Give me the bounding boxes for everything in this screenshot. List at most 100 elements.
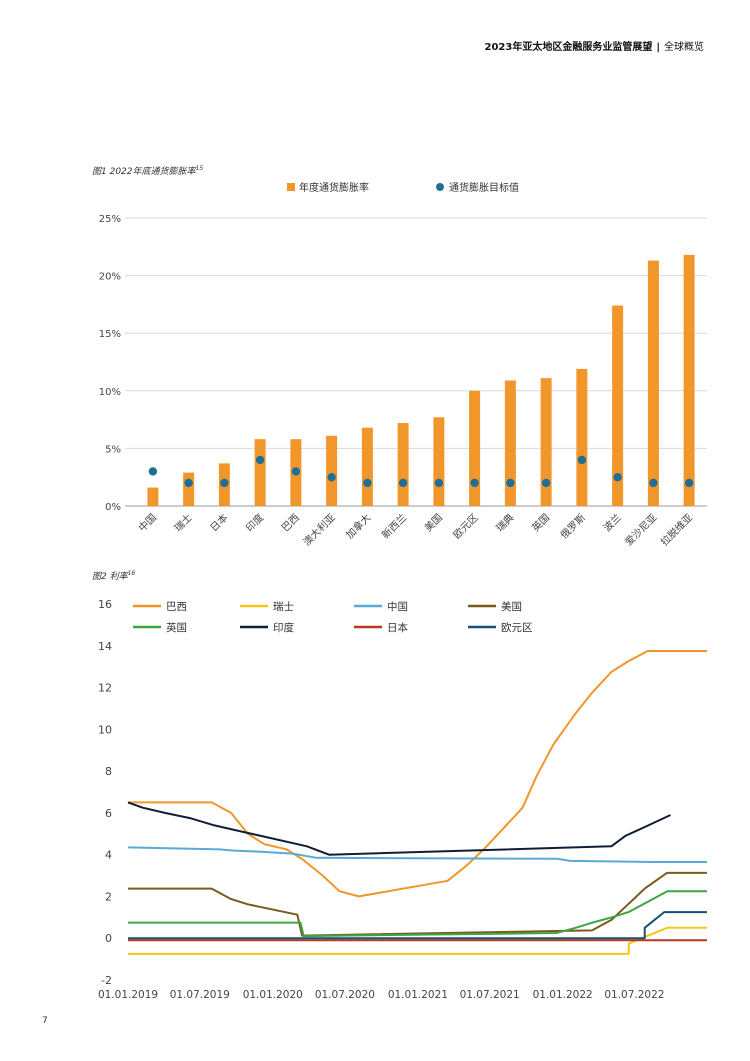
x-tick-label: 01.07.2019: [170, 989, 230, 1001]
y-tick-label: 25%: [99, 214, 121, 225]
x-tick-label: 澳大利亚: [300, 511, 337, 548]
bar-波兰: [612, 305, 624, 506]
legend-label-印度: 印度: [273, 621, 294, 634]
report-title: 2023年亚太地区金融服务业监管展望: [484, 42, 653, 53]
target-dot-巴西: [291, 467, 301, 476]
inflation-bar-chart: 0% 5% 10% 15% 20% 25% 中国 瑞士 日本 印度 巴西 澳大利亚 加拿大 新西兰 美国 欧元…: [99, 181, 707, 548]
x-tick-label: 拉脱维亚: [658, 511, 695, 548]
legend-label-中国: 中国: [387, 600, 408, 613]
target-dot-美国: [434, 478, 444, 488]
x-tick-label: 印度: [243, 511, 266, 534]
y-tick-label: 12: [98, 682, 112, 695]
target-dot-爱沙尼亚: [649, 478, 658, 488]
legend-swatch-bar: [287, 183, 295, 191]
x-tick-label: 爱沙尼亚: [622, 511, 659, 548]
target-dot-瑞士: [184, 478, 193, 488]
bar-欧元区: [469, 390, 481, 506]
x-tick-label: 01.01.2020: [243, 989, 303, 1001]
legend-label-欧元区: 欧元区: [501, 622, 533, 634]
line-巴西: [128, 650, 707, 898]
figure2-caption-text: 图2 利率: [92, 572, 128, 582]
x-tick-label: 欧元区: [451, 512, 481, 542]
x-tick-label: 俄罗斯: [558, 511, 588, 541]
x-tick-label: 日本: [207, 511, 230, 534]
y-tick-label: 4: [105, 849, 112, 862]
legend-label-bar: 年度通货膨胀率: [299, 181, 369, 194]
header-separator: |: [656, 42, 660, 53]
report-section: 全球概览: [664, 42, 704, 53]
target-dot-加拿大: [363, 478, 372, 488]
line-美国: [128, 871, 707, 937]
x-tick-label: 01.01.2021: [388, 989, 448, 1001]
legend-label-dot: 通货膨胀目标值: [449, 181, 519, 194]
y-tick-label: 10: [98, 723, 112, 736]
bar-新西兰: [397, 423, 409, 506]
target-dot-英国: [541, 478, 551, 488]
figure2-caption: 图2 利率16: [92, 569, 135, 582]
legend-label-巴西: 巴西: [166, 601, 187, 613]
target-dot-中国: [148, 467, 158, 476]
y-tick-label: 10%: [99, 387, 121, 398]
x-tick-label: 01.07.2020: [315, 989, 375, 1001]
legend-label-日本: 日本: [387, 621, 408, 634]
x-tick-label: 01.01.2022: [533, 989, 593, 1001]
x-tick-label: 瑞典: [493, 511, 516, 534]
page-number: 7: [42, 1016, 48, 1026]
line-英国: [128, 890, 707, 938]
target-dot-俄罗斯: [577, 455, 587, 465]
figure2-footnote: 16: [127, 570, 136, 577]
x-tick-label: 01.07.2021: [460, 989, 520, 1001]
target-dot-欧元区: [470, 478, 479, 488]
x-tick-label: 中国: [136, 511, 159, 534]
x-tick-label: 新西兰: [379, 511, 409, 541]
bar-加拿大: [361, 427, 373, 506]
x-tick-label: 加拿大: [343, 511, 373, 541]
target-dot-瑞典: [506, 478, 515, 488]
legend-swatch-dot: [436, 183, 444, 191]
x-tick-label: 瑞士: [171, 511, 194, 534]
bar-瑞典: [504, 380, 516, 506]
y-tick-label: 16: [98, 598, 112, 611]
line-瑞士: [128, 926, 707, 955]
y-tick-label: 0%: [105, 502, 121, 513]
figure1-caption-text: 图1 2022年底通货膨胀率: [92, 167, 196, 177]
bar-瑞士: [183, 472, 195, 506]
x-tick-label: 波兰: [600, 511, 623, 534]
bar-英国: [540, 378, 552, 506]
y-tick-label: 0: [105, 932, 112, 945]
bar-美国: [433, 417, 445, 506]
x-tick-label: 美国: [422, 511, 445, 534]
line-中国: [127, 846, 707, 863]
line-欧元区: [128, 911, 707, 940]
bar-爱沙尼亚: [647, 260, 659, 506]
y-tick-label: 2: [105, 890, 112, 903]
y-tick-label: 5%: [105, 444, 121, 455]
target-dot-日本: [220, 478, 229, 488]
y-tick-label: -2: [101, 974, 112, 987]
x-tick-label: 01.01.2019: [98, 989, 158, 1001]
y-tick-label: 20%: [99, 272, 121, 283]
bar-中国: [147, 487, 159, 506]
line-印度: [127, 801, 671, 856]
x-tick-label: 巴西: [279, 512, 302, 535]
y-tick-label: 14: [98, 640, 112, 653]
target-dot-波兰: [613, 473, 622, 482]
x-tick-label: 01.07.2022: [604, 989, 664, 1001]
bar-印度: [254, 439, 266, 506]
bar-拉脱维亚: [683, 254, 695, 506]
interest-rate-line-chart: 16 14 12 10 8 6 4 2 0 -2 01.01.2019 01.07.2019 01.01…: [98, 598, 707, 1001]
y-tick-label: 15%: [99, 329, 121, 340]
legend-label-瑞士: 瑞士: [273, 600, 294, 613]
y-tick-label: 6: [105, 807, 112, 820]
x-tick-label: 英国: [529, 511, 552, 534]
target-dot-澳大利亚: [327, 473, 336, 482]
figure1-footnote: 15: [195, 165, 204, 172]
legend-label-美国: 美国: [501, 600, 522, 613]
legend-label-英国: 英国: [166, 621, 187, 634]
figure1-caption: 图1 2022年底通货膨胀率15: [92, 164, 203, 177]
bar-澳大利亚: [326, 435, 338, 506]
bar-俄罗斯: [576, 368, 588, 506]
target-dot-印度: [255, 455, 265, 465]
y-tick-label: 8: [105, 765, 112, 778]
target-dot-拉脱维亚: [684, 478, 694, 488]
